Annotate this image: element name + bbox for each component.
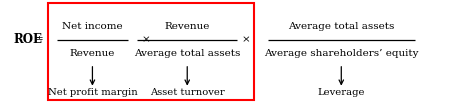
Bar: [48, 3, 254, 100]
Text: =: =: [35, 35, 43, 44]
Text: Average total assets: Average total assets: [134, 49, 240, 58]
Text: Asset turnover: Asset turnover: [150, 88, 225, 97]
Text: Average total assets: Average total assets: [288, 22, 394, 31]
Text: ×: ×: [142, 35, 150, 44]
Text: Revenue: Revenue: [164, 22, 210, 31]
Text: Revenue: Revenue: [70, 49, 115, 58]
Text: Leverage: Leverage: [318, 88, 365, 97]
Text: ×: ×: [241, 35, 250, 44]
Text: Net income: Net income: [62, 22, 123, 31]
Text: Average shareholders’ equity: Average shareholders’ equity: [264, 49, 419, 58]
Text: ROE: ROE: [13, 33, 42, 46]
Text: Net profit margin: Net profit margin: [47, 88, 137, 97]
